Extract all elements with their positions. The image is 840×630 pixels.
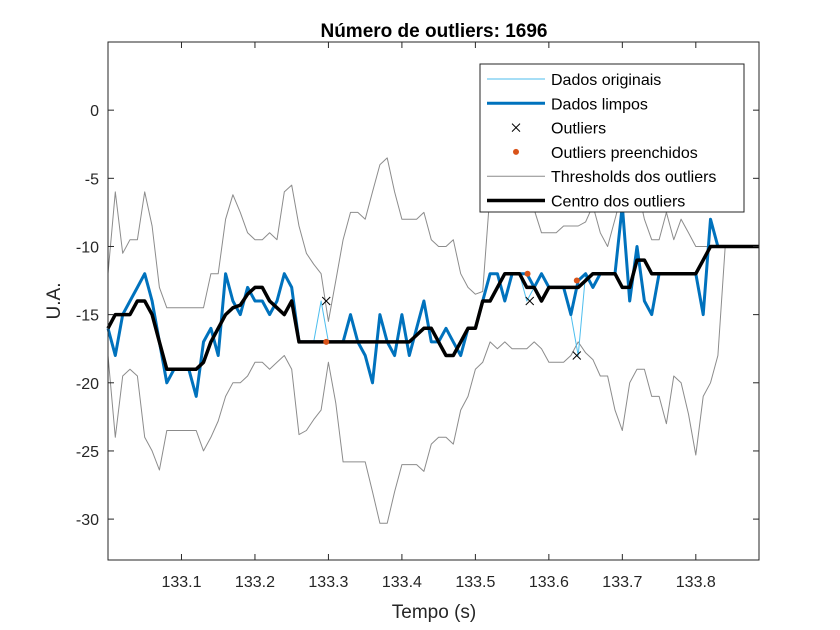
y-tick-label: -10 <box>76 239 99 256</box>
y-axis-label: U.A. <box>44 283 65 320</box>
y-tick-label: -15 <box>76 308 99 325</box>
x-tick-labels: 133.1 133.2 133.3 133.4 133.5 133.6 133.7 133.8 <box>161 574 715 591</box>
x-tick-label: 133.6 <box>529 574 569 591</box>
legend-label: Dados originais <box>551 72 661 89</box>
legend-label: Dados limpos <box>551 96 648 113</box>
y-tick-label: -25 <box>76 444 99 461</box>
y-tick-label: -20 <box>76 376 99 393</box>
legend-swatch <box>513 148 519 155</box>
outlier-marker <box>321 296 331 306</box>
y-tick-label: -30 <box>76 512 99 529</box>
filled-outlier-marker <box>323 338 330 345</box>
outlier-marker <box>525 296 535 306</box>
legend: Dados originais Dados limpos Outliers Outli… <box>479 63 745 213</box>
x-axis-label: Tempo (s) <box>392 602 476 623</box>
legend-entry: Outliers preenchidos <box>513 145 698 162</box>
x-tick-label: 133.1 <box>161 574 201 591</box>
legend-entry: Dados limpos <box>487 96 648 113</box>
legend-label: Centro dos outliers <box>551 194 685 211</box>
x-tick-label: 133.3 <box>308 574 348 591</box>
x-tick-label: 133.7 <box>602 574 642 591</box>
ticks-layer <box>108 42 759 560</box>
chart-title: Número de outliers: 1696 <box>320 21 547 42</box>
filled-outlier-marker <box>524 270 531 277</box>
legend-label: Thresholds dos outliers <box>551 169 716 186</box>
plot-frame <box>107 41 760 561</box>
x-tick-label: 133.5 <box>455 574 495 591</box>
legend-label: Outliers <box>551 121 606 138</box>
legend-entry: Thresholds dos outliers <box>487 169 716 186</box>
legend-entry: Centro dos outliers <box>487 194 685 211</box>
markers-layer <box>321 270 582 360</box>
y-tick-labels: 0 -5 -10 -15 -20 -25 -30 <box>76 103 99 529</box>
x-tick-label: 133.2 <box>235 574 275 591</box>
filled-outlier-marker <box>573 277 580 284</box>
y-tick-label: -5 <box>85 171 99 188</box>
legend-label: Outliers preenchidos <box>551 145 698 162</box>
legend-entry: Outliers <box>511 121 606 138</box>
legend-swatch <box>511 123 521 132</box>
legend-entry: Dados originais <box>487 72 661 89</box>
x-tick-label: 133.4 <box>382 574 422 591</box>
y-tick-label: 0 <box>90 103 99 120</box>
outlier-marker <box>572 351 582 360</box>
legend-box <box>479 63 745 213</box>
threshold-lower-line <box>107 246 726 524</box>
x-tick-label: 133.8 <box>676 574 716 591</box>
outlier-center-line <box>106 244 759 371</box>
